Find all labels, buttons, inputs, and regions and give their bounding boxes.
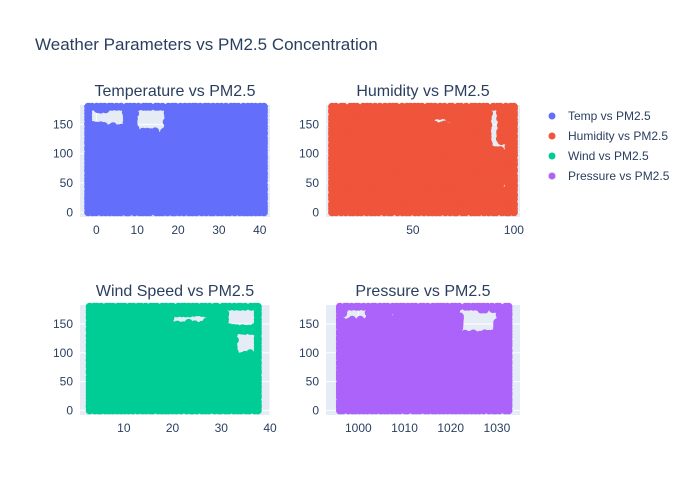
y-tick-label: 150 (299, 117, 319, 131)
y-tick-label: 100 (53, 346, 73, 360)
x-tick-label: 30 (212, 223, 226, 237)
y-tick-label: 0 (66, 403, 73, 417)
y-tick-label: 150 (53, 317, 73, 331)
chart-title: Weather Parameters vs PM2.5 Concentratio… (35, 35, 378, 54)
y-tick-label: 50 (60, 176, 74, 190)
x-tick-label: 0 (93, 223, 100, 237)
scatter-point (509, 102, 518, 111)
y-tick-label: 0 (312, 205, 319, 219)
x-tick-label: 50 (406, 223, 420, 237)
x-tick-label: 10 (131, 223, 145, 237)
subplot-title-humidity: Humidity vs PM2.5 (356, 83, 489, 100)
y-tick-label: 50 (60, 375, 74, 389)
subplot-humidity: Humidity vs PM2.5 50 100 0 50 100 150 (299, 83, 524, 237)
y-tick-label: 50 (306, 176, 320, 190)
subplot-wind: Wind Speed vs PM2.5 10 20 30 40 0 50 100 150 (53, 283, 277, 435)
x-tick-label: 40 (263, 421, 277, 435)
x-tick-label: 20 (166, 421, 180, 435)
series-temp[interactable] (84, 102, 268, 217)
series-humidity[interactable] (328, 102, 518, 217)
scatter-point (221, 309, 230, 318)
y-tick-label: 150 (53, 117, 73, 131)
scatter-point (146, 102, 155, 111)
x-tick-label: 30 (215, 421, 229, 435)
y-tick-label: 0 (66, 205, 73, 219)
y-tick-label: 100 (299, 147, 319, 161)
subplot-title-temp: Temperature vs PM2.5 (95, 83, 256, 100)
scatter-point (253, 302, 262, 311)
y-tick-label: 100 (53, 147, 73, 161)
x-tick-label: 100 (504, 223, 524, 237)
scatter-point (100, 122, 108, 130)
x-tick-label: 20 (171, 223, 185, 237)
scatter-point (259, 102, 268, 111)
scatter-point (352, 102, 361, 111)
subplot-temp: Temperature vs PM2.5 0 10 20 30 40 0 50 100 150 (53, 83, 270, 237)
subplot-title-wind: Wind Speed vs PM2.5 (96, 283, 254, 300)
subplots: Temperature vs PM2.50 10 20 30 40050100150Hu… (53, 83, 524, 435)
x-tick-label: 10 (117, 421, 131, 435)
x-tick-label: 40 (253, 223, 267, 237)
